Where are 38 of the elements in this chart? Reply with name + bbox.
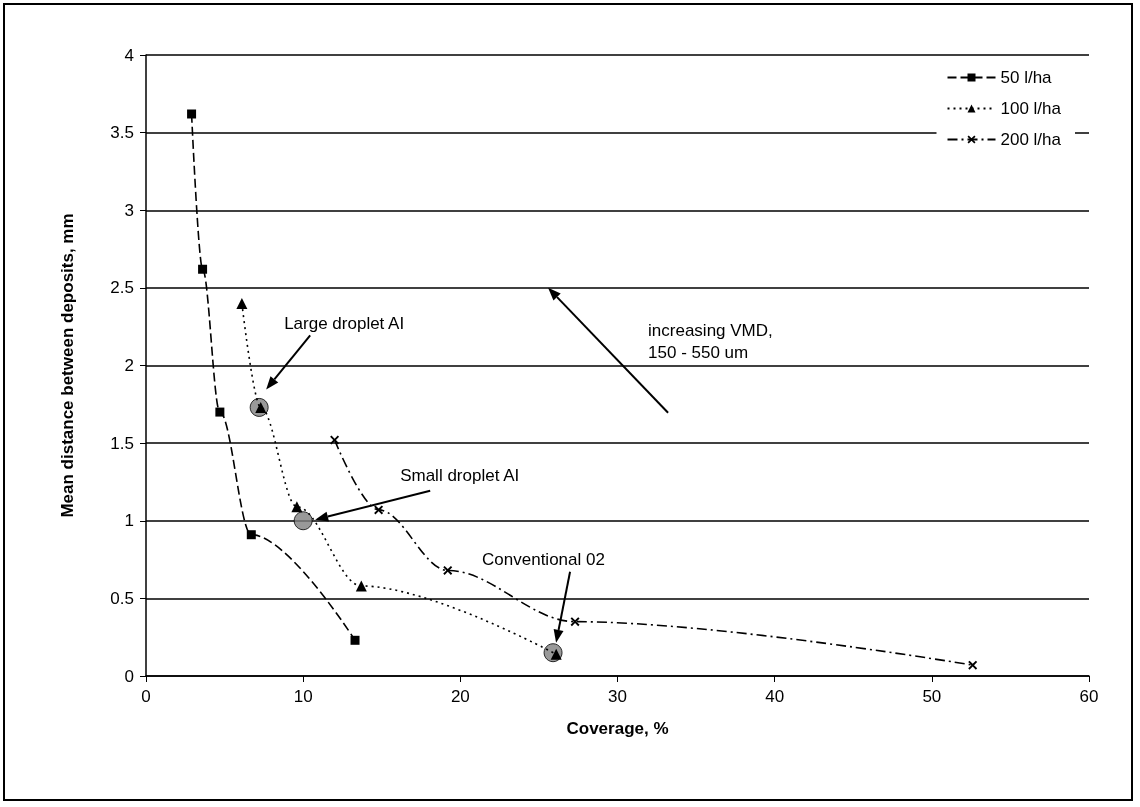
annotation: Small droplet AI [400, 465, 520, 485]
point [570, 617, 580, 627]
y-tick-label: 1 [124, 511, 134, 531]
point [350, 635, 360, 645]
x-tick-label: 60 [1079, 687, 1099, 706]
point [355, 580, 367, 592]
y-tick-label: 0 [124, 666, 134, 686]
x-tick-label: 40 [765, 687, 785, 706]
y-tick-label: 2 [124, 356, 134, 375]
point [236, 297, 248, 309]
point [246, 530, 256, 540]
legend-label: 200 l/ha [1000, 130, 1062, 149]
x-axis-title: Coverage, % [566, 719, 669, 738]
y-tick-label: 1.5 [110, 433, 134, 453]
point [443, 565, 453, 575]
x-tick-label: 30 [608, 687, 627, 706]
point [187, 109, 197, 119]
y-axis-title: Mean distance between deposits, mm [58, 213, 77, 518]
annotation: Conventional 02 [482, 549, 605, 569]
x-tick-label: 0 [141, 687, 151, 706]
annotation: increasing VMD, 150 - 550 um [648, 320, 773, 362]
annotation: Large droplet AI [284, 314, 405, 334]
y-tick-label: 3.5 [110, 123, 134, 143]
x-tick-label: 10 [293, 687, 313, 706]
x-tick-label: 50 [922, 687, 942, 706]
point [968, 660, 978, 670]
legend-label: 50 l/ha [1000, 68, 1053, 87]
legend-label: 100 l/ha [1000, 99, 1062, 118]
point [215, 407, 225, 417]
point [293, 511, 313, 531]
x-tick-label: 20 [450, 687, 470, 706]
y-tick-label: 4 [124, 45, 134, 65]
point [291, 501, 303, 513]
point [374, 505, 384, 515]
y-tick-label: 2.5 [110, 278, 134, 298]
y-tick-label: 3 [124, 200, 134, 220]
point [198, 264, 208, 274]
y-tick-label: 0.5 [110, 588, 134, 608]
